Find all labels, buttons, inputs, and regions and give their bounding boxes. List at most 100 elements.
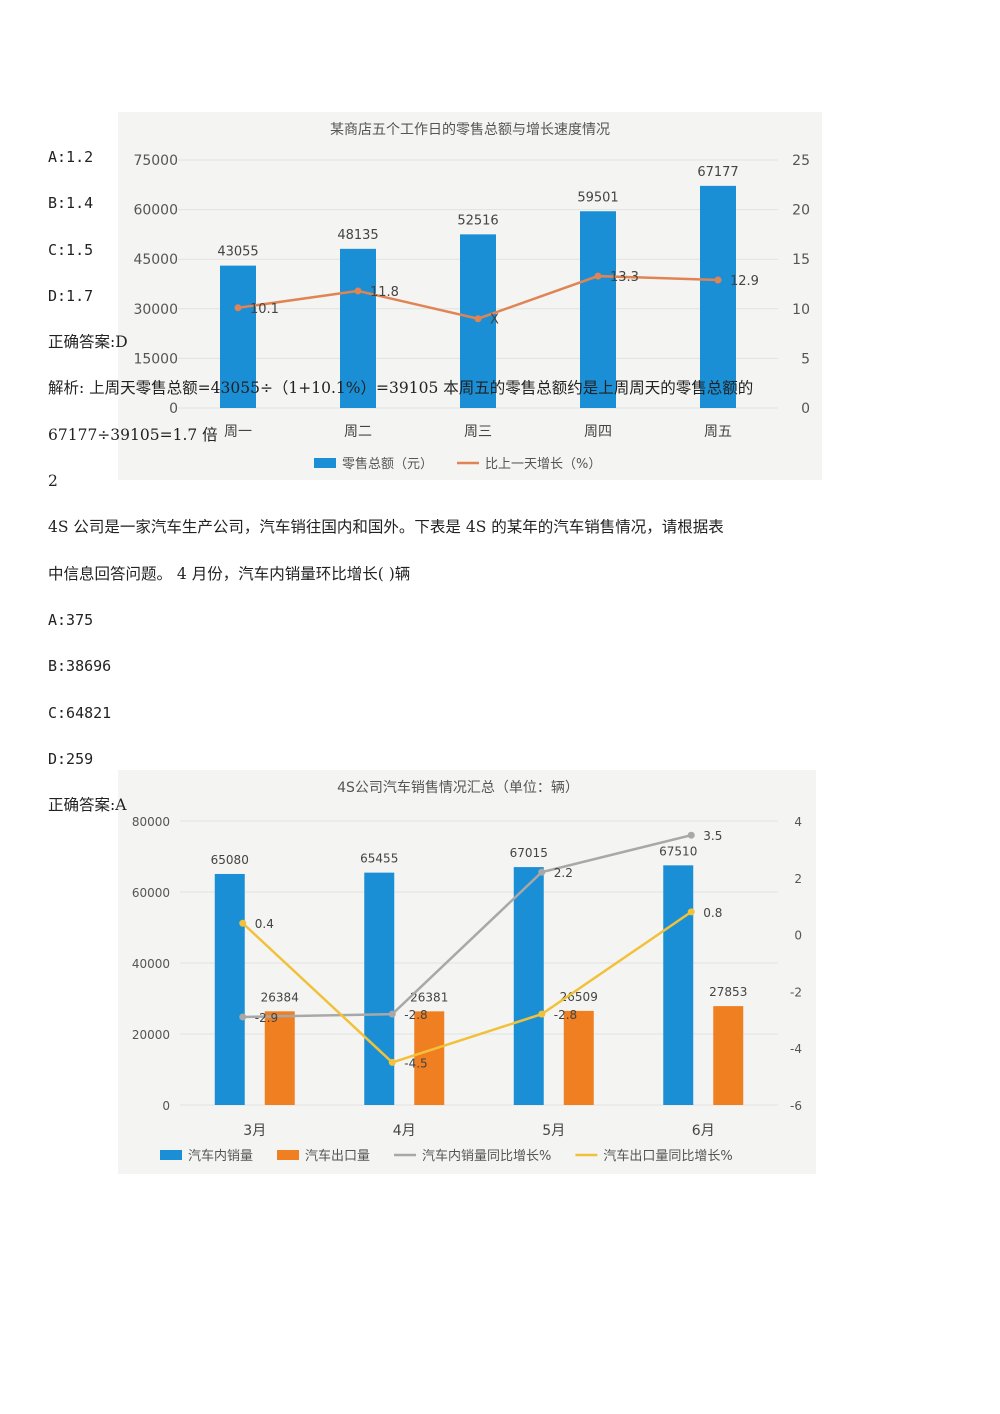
- bar-data-label: 65080: [211, 853, 249, 867]
- legend-label: 汽车出口量: [305, 1148, 370, 1164]
- legend-label: 汽车内销量: [188, 1148, 253, 1164]
- category-label: 周三: [464, 424, 492, 440]
- line-point: [354, 287, 362, 295]
- left-axis-tick: 30000: [133, 302, 178, 318]
- series-line: [242, 833, 692, 1019]
- bar-data-label: 67510: [659, 844, 697, 858]
- q2-option-a: A:375: [48, 611, 94, 629]
- line-point: [538, 1010, 546, 1018]
- legend-label: 零售总额（元）: [342, 456, 433, 472]
- left-axis-tick: 20000: [132, 1028, 170, 1042]
- legend-swatch: [314, 458, 336, 468]
- bar-data-label: 48135: [337, 228, 378, 243]
- q2-answer: 正确答案:A: [48, 796, 127, 814]
- left-axis-tick: 60000: [132, 886, 170, 900]
- q2-stem-line2: 中信息回答问题。 4 月份，汽车内销量环比增长( )辆: [48, 565, 411, 583]
- bar: [563, 1010, 594, 1105]
- line-data-label: 13.3: [610, 270, 639, 285]
- left-axis-tick: 40000: [132, 957, 170, 971]
- left-axis-tick: 80000: [132, 815, 170, 829]
- bar: [220, 265, 256, 408]
- q1-option-c: C:1.5: [48, 241, 94, 259]
- line-data-label: X: [490, 313, 499, 328]
- bar: [580, 211, 616, 408]
- left-axis-tick: 60000: [133, 203, 178, 219]
- line-data-label: -2.8: [404, 1008, 427, 1022]
- bar: [663, 865, 694, 1105]
- category-label: 5月: [542, 1123, 565, 1139]
- line-data-label: 0.4: [255, 917, 274, 931]
- q1-answer: 正确答案:D: [48, 333, 128, 351]
- q1-analysis-line2: 67177÷39105=1.7 倍: [48, 426, 218, 444]
- category-label: 周一: [224, 424, 252, 440]
- bar: [713, 1006, 744, 1105]
- chart-title: 某商店五个工作日的零售总额与增长速度情况: [330, 122, 610, 138]
- line-point: [234, 304, 242, 312]
- left-axis-tick: 75000: [133, 153, 178, 169]
- bar: [414, 1011, 445, 1105]
- legend-label: 汽车内销量同比增长%: [422, 1148, 551, 1164]
- bar-data-label: 67015: [510, 846, 548, 860]
- line-point: [687, 908, 695, 916]
- q2-option-c: C:64821: [48, 704, 112, 722]
- right-axis-tick: 10: [792, 302, 810, 318]
- bar-data-label: 65455: [360, 852, 398, 866]
- q2-stem-line1: 4S 公司是一家汽车生产公司，汽车销往国内和国外。下表是 4S 的某年的汽车销售…: [48, 518, 724, 536]
- line-data-label: -4.5: [404, 1056, 427, 1070]
- line-point: [594, 272, 602, 280]
- car-sales-chart-svg: 4S公司汽车销售情况汇总（单位：辆） 0 20000 40000 60000 80000 -…: [132, 779, 802, 1164]
- q1-option-a: A:1.2: [48, 148, 94, 166]
- q1-option-b: B:1.4: [48, 194, 94, 212]
- bar: [700, 185, 736, 408]
- line-data-label: 11.8: [370, 285, 399, 300]
- legend-swatch: [160, 1150, 182, 1160]
- left-axis-tick: 45000: [133, 252, 178, 268]
- bar-data-label: 26509: [560, 990, 598, 1004]
- category-label: 周四: [584, 424, 612, 440]
- left-axis-tick: 15000: [133, 351, 178, 367]
- right-axis-tick: -6: [790, 1099, 802, 1113]
- bar: [513, 867, 544, 1105]
- category-label: 6月: [692, 1123, 715, 1139]
- bar-data-label: 67177: [697, 165, 738, 180]
- q1-analysis-line1: 解析: 上周天零售总额=43055÷（1+10.1%）=39105 本周五的零售…: [48, 379, 754, 397]
- line-data-label: 2.2: [554, 866, 573, 880]
- line-point: [239, 919, 247, 927]
- line-data-label: -2.8: [554, 1008, 577, 1022]
- bar-data-label: 43055: [217, 245, 258, 260]
- line-data-label: -2.9: [255, 1011, 278, 1025]
- line-point: [388, 1058, 396, 1066]
- line-point: [388, 1010, 396, 1018]
- right-axis-tick: 20: [792, 203, 810, 219]
- bar-data-label: 59501: [577, 190, 618, 205]
- right-axis-tick: -4: [790, 1042, 802, 1056]
- line-point: [687, 831, 695, 839]
- left-axis-tick: 0: [169, 401, 178, 417]
- category-label: 周二: [344, 424, 372, 440]
- q2-option-b: B:38696: [48, 657, 112, 675]
- category-label: 4月: [393, 1123, 416, 1139]
- series-line: [241, 910, 692, 1064]
- bar: [214, 873, 245, 1105]
- line-data-label: 12.9: [730, 274, 759, 289]
- legend-label: 汽车出口量同比增长%: [603, 1148, 732, 1164]
- bar-data-label: 27853: [709, 985, 747, 999]
- right-axis-tick: 25: [792, 153, 810, 169]
- line-point: [714, 276, 722, 284]
- right-axis-tick: -2: [790, 985, 802, 999]
- line-data-label: 10.1: [250, 302, 279, 317]
- right-axis-tick: 0: [794, 929, 802, 943]
- right-axis-tick: 15: [792, 252, 810, 268]
- right-axis-tick: 2: [794, 872, 802, 886]
- chart-title: 4S公司汽车销售情况汇总（单位：辆）: [337, 779, 579, 796]
- line-point: [538, 868, 546, 876]
- q2-option-d: D:259: [48, 750, 94, 768]
- line-data-label: 3.5: [703, 829, 722, 843]
- right-axis-tick: 0: [801, 401, 810, 417]
- bar: [340, 248, 376, 408]
- retail-chart: 某商店五个工作日的零售总额与增长速度情况 0 15000 30000 45000 6000…: [118, 112, 822, 480]
- line-point: [239, 1013, 247, 1021]
- bar: [264, 1011, 295, 1105]
- retail-chart-svg: 某商店五个工作日的零售总额与增长速度情况 0 15000 30000 45000 6000…: [133, 122, 810, 472]
- category-label: 周五: [704, 424, 732, 440]
